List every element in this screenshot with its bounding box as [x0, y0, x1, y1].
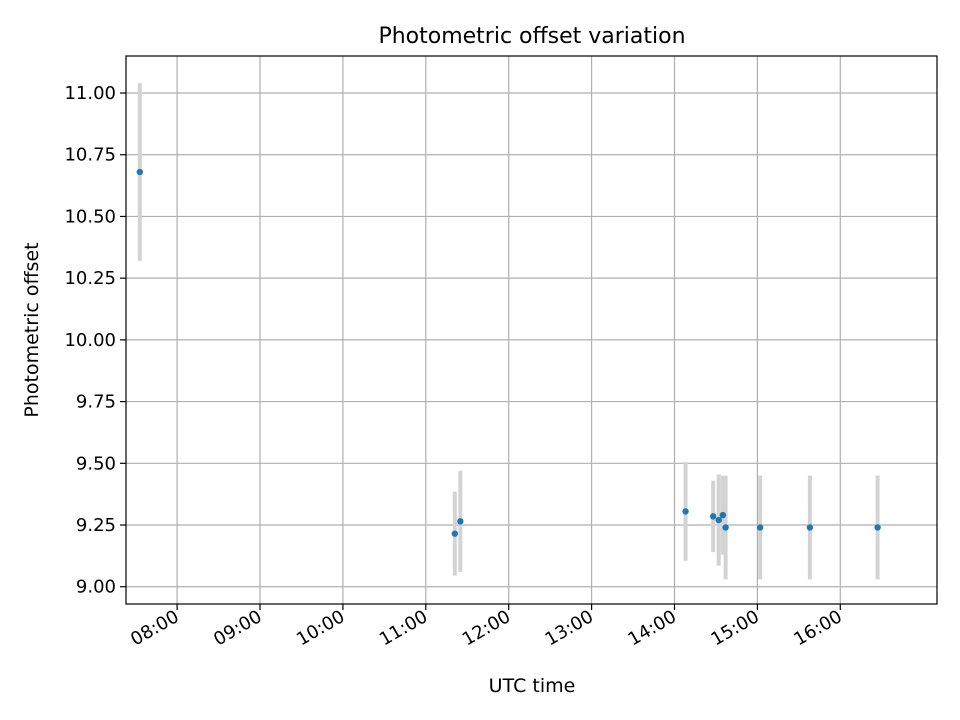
data-point [719, 511, 727, 519]
y-tick-label: 9.75 [76, 392, 116, 413]
data-point [756, 524, 764, 531]
y-tick-label: 11.00 [64, 83, 116, 104]
y-axis-label: Photometric offset [21, 242, 43, 417]
data-point [722, 524, 729, 531]
data-point [806, 524, 814, 531]
y-tick-label: 9.25 [76, 515, 116, 536]
x-axis-ticks: 08:00 09:00 10:00 11:00 12:00 13:00 14:00 15:00… [127, 604, 846, 650]
x-axis-label: UTC time [489, 675, 576, 697]
y-tick-label: 9.00 [76, 577, 116, 598]
data-point [874, 524, 881, 531]
x-tick-label: 08:00 [127, 606, 182, 650]
x-tick-label: 14:00 [625, 606, 680, 650]
y-tick-label: 10.25 [64, 268, 116, 289]
data-point [682, 508, 689, 515]
data-point [451, 530, 459, 537]
x-tick-label: 15:00 [707, 606, 762, 650]
data-points [136, 168, 881, 537]
y-tick-label: 10.00 [64, 330, 116, 351]
x-tick-label: 10:00 [293, 606, 348, 650]
chart-title: Photometric offset variation [378, 24, 685, 49]
grid [126, 56, 937, 604]
x-tick-label: 09:00 [210, 606, 265, 650]
data-point [709, 513, 717, 520]
data-point [136, 168, 144, 176]
y-tick-label: 9.50 [76, 453, 116, 474]
data-point [715, 516, 722, 524]
plot-frame [125, 55, 938, 605]
y-axis-ticks: 9.00 9.25 9.50 9.75 10.00 10.25 10.50 10.75 11.0… [64, 83, 126, 598]
data-point [457, 518, 464, 525]
y-tick-label: 10.75 [64, 145, 116, 166]
y-tick-label: 10.50 [64, 206, 116, 227]
x-tick-label: 16:00 [790, 606, 845, 650]
x-tick-label: 13:00 [542, 606, 597, 650]
x-tick-label: 11:00 [376, 606, 431, 650]
x-tick-label: 12:00 [459, 606, 514, 650]
